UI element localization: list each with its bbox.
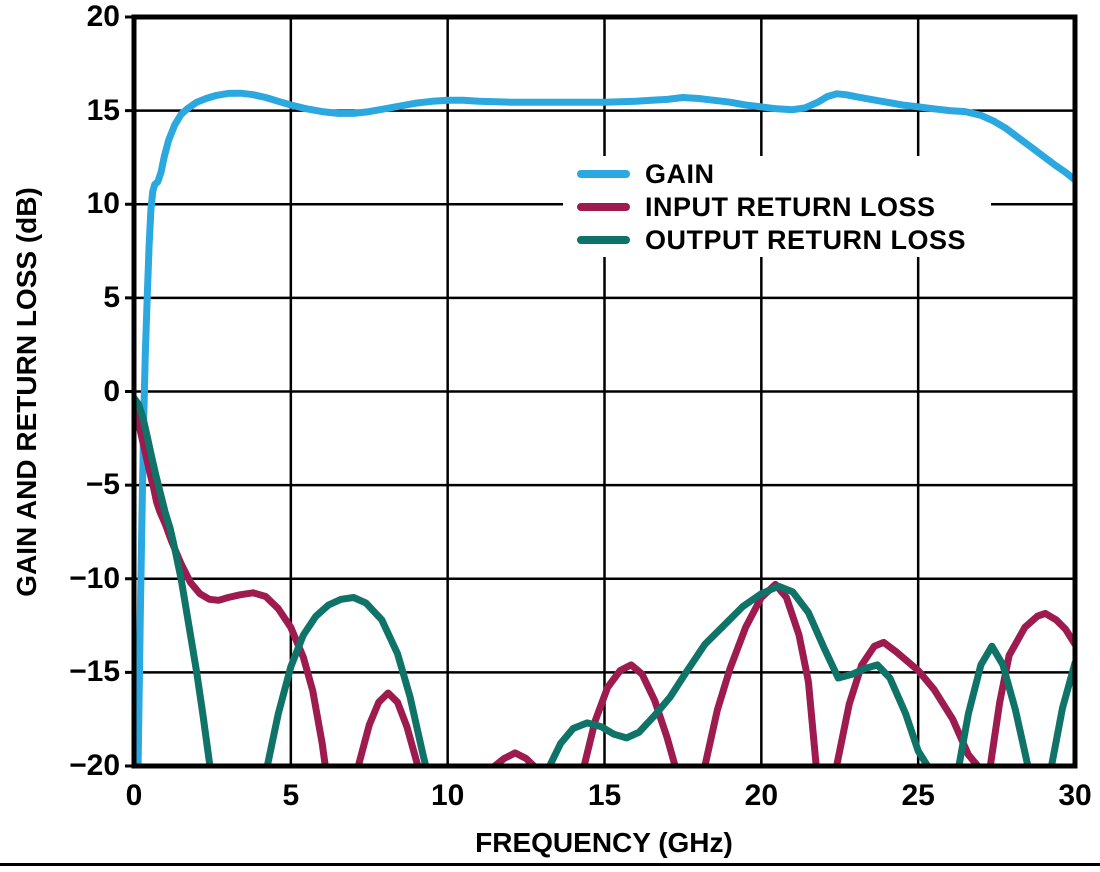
series-line-output-return-loss [955,642,1032,766]
legend-item-input-return-loss: INPUT RETURN LOSS [563,193,991,221]
y-tick-label: 10 [86,187,120,221]
y-tick-label: 0 [103,374,120,408]
series-line-input-return-loss [134,406,329,766]
y-tick-label: 20 [86,0,120,33]
legend: GAIN INPUT RETURN LOSS OUTPUT RETURN LOS… [563,156,991,257]
legend-label-gain: GAIN [645,158,715,189]
x-tick-label: 20 [744,779,779,812]
series-line-output-return-loss [263,594,430,766]
y-tick-label: 15 [86,93,120,127]
x-tick-label: 15 [587,779,622,812]
legend-label-output-return-loss: OUTPUT RETURN LOSS [645,224,967,255]
legend-label-input-return-loss: INPUT RETURN LOSS [645,191,936,222]
series-line-input-return-loss [580,661,679,766]
x-axis-title: FREQUENCY (GHz) [475,827,733,858]
x-tick-label: 0 [125,779,143,812]
bottom-divider-rule [0,863,1100,866]
plot-frame [131,14,1078,769]
x-tick-label: 10 [430,779,465,812]
input-return-loss-line-swatch [577,202,630,211]
y-axis-title: GAIN AND RETURN LOSS (dB) [11,187,42,597]
y-tick-label: −15 [69,655,120,689]
x-tick-label: 25 [901,779,935,812]
y-tick-label: −10 [69,561,120,595]
y-tick-label: −20 [69,749,120,782]
legend-item-gain: GAIN [563,160,991,188]
y-tick-label: −5 [85,468,120,502]
x-tick-label: 30 [1058,779,1092,812]
legend-item-output-return-loss: OUTPUT RETURN LOSS [563,226,991,254]
x-tick-label: 5 [282,779,300,812]
series-line-output-return-loss [134,394,214,766]
series-line-input-return-loss [833,638,982,766]
series-line-input-return-loss [986,609,1075,766]
y-tick-label: 5 [103,280,120,314]
series-line-input-return-loss [354,689,422,766]
series-line-input-return-loss [491,749,538,766]
series-line-gain [134,89,1075,766]
output-return-loss-line-swatch [577,235,630,244]
gain-line-swatch [577,169,630,178]
series-line-output-return-loss [546,582,932,766]
series-line-output-return-loss [1048,659,1075,766]
